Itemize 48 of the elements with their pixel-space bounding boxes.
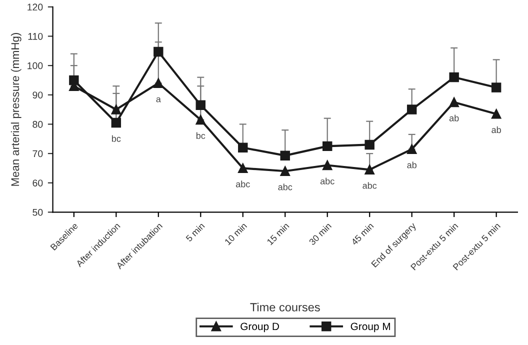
- point: [449, 97, 459, 108]
- x-tick-label: 5 min: [185, 222, 205, 242]
- annotation: bc: [196, 132, 206, 139]
- y-tick-label: 120: [28, 4, 43, 11]
- point: [196, 100, 206, 110]
- point: [491, 82, 502, 92]
- annotation: abc: [236, 180, 250, 188]
- point: [322, 160, 332, 170]
- point: [364, 164, 374, 175]
- point: [406, 144, 417, 154]
- point: [111, 104, 122, 114]
- point: [238, 142, 248, 153]
- point: [111, 118, 122, 128]
- x-tick-label: 10 min: [224, 222, 248, 246]
- y-tick-label: 90: [32, 92, 43, 98]
- y-tick-label: 80: [32, 120, 43, 128]
- point: [406, 104, 417, 114]
- x-axis-title: Time courses: [250, 302, 320, 312]
- legend-label: Group M: [350, 322, 390, 332]
- x-tick-label: 30 min: [308, 222, 332, 246]
- y-tick-label: 100: [28, 62, 43, 70]
- y-tick-label: 50: [32, 208, 43, 216]
- annotation: abc: [278, 184, 292, 190]
- y-axis-title: Mean arterial pressure (mmHg): [10, 33, 22, 186]
- y-tick-label: 70: [32, 150, 43, 158]
- annotation: ab: [492, 126, 501, 134]
- legend-label: Group D: [240, 322, 279, 332]
- point: [491, 109, 502, 119]
- y-tick-label: 110: [28, 32, 43, 40]
- point: [196, 114, 206, 125]
- annotation: a: [156, 97, 161, 102]
- annotation: ab: [407, 162, 416, 168]
- point: [238, 163, 248, 174]
- x-tick-label: 45 min: [350, 222, 374, 246]
- y-tick-label: 60: [32, 180, 43, 186]
- point: [280, 166, 290, 176]
- point: [280, 150, 290, 160]
- point: [364, 140, 374, 150]
- x-tick-label: 15 min: [266, 222, 290, 246]
- point: [154, 78, 164, 88]
- annotation: bc: [112, 135, 121, 142]
- point: [449, 72, 459, 82]
- annotation: ab: [449, 114, 459, 122]
- annotation: abc: [320, 178, 334, 184]
- annotation: abc: [362, 182, 377, 189]
- point: [69, 75, 79, 86]
- point: [154, 46, 164, 57]
- point: [322, 141, 332, 152]
